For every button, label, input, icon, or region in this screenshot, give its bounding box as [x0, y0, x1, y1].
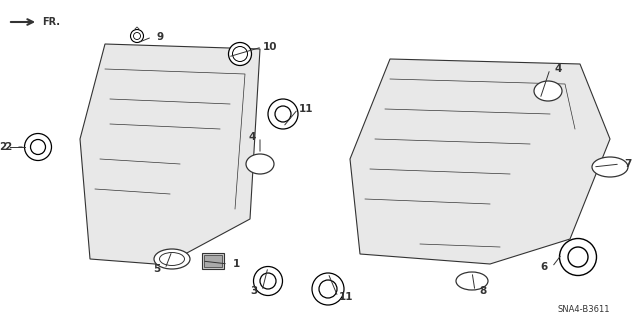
Ellipse shape [534, 81, 562, 101]
Circle shape [134, 33, 141, 40]
Circle shape [31, 139, 45, 154]
Circle shape [268, 99, 298, 129]
Text: 3: 3 [250, 286, 258, 296]
Text: 6: 6 [540, 262, 548, 272]
Circle shape [319, 280, 337, 298]
Ellipse shape [159, 253, 184, 265]
Text: 10: 10 [263, 42, 277, 52]
Ellipse shape [592, 157, 628, 177]
Polygon shape [80, 44, 260, 264]
Text: 11: 11 [339, 292, 353, 302]
Text: 4: 4 [248, 132, 256, 142]
Circle shape [232, 47, 248, 62]
Circle shape [275, 106, 291, 122]
Circle shape [559, 239, 596, 276]
Polygon shape [350, 59, 610, 264]
Ellipse shape [246, 154, 274, 174]
Text: SNA4-B3611: SNA4-B3611 [558, 305, 611, 314]
FancyBboxPatch shape [202, 253, 224, 269]
FancyBboxPatch shape [204, 255, 222, 267]
Circle shape [24, 133, 51, 160]
Circle shape [312, 273, 344, 305]
Text: 8: 8 [479, 286, 486, 296]
Circle shape [568, 247, 588, 267]
Text: 1: 1 [232, 259, 239, 269]
Circle shape [260, 273, 276, 289]
Text: 9: 9 [156, 32, 164, 42]
Text: 11: 11 [299, 104, 313, 114]
Text: 2: 2 [4, 142, 12, 152]
Ellipse shape [154, 249, 190, 269]
Text: 2: 2 [0, 142, 6, 152]
Text: 5: 5 [154, 264, 161, 274]
Circle shape [253, 266, 282, 295]
Ellipse shape [456, 272, 488, 290]
Circle shape [228, 42, 252, 65]
Text: 4: 4 [554, 64, 562, 74]
Circle shape [131, 29, 143, 42]
Text: 7: 7 [624, 159, 632, 169]
Text: FR.: FR. [42, 17, 60, 27]
